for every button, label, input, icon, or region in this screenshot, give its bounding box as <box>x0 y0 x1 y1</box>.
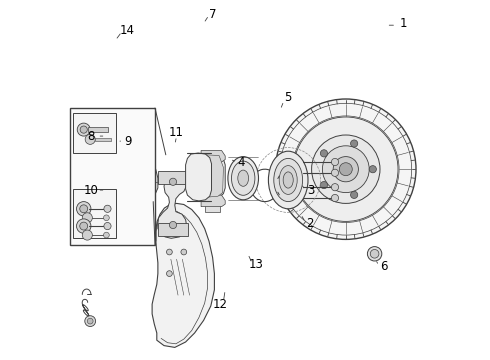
Text: 6: 6 <box>380 260 388 273</box>
Ellipse shape <box>283 172 293 188</box>
Circle shape <box>85 134 95 144</box>
Ellipse shape <box>231 161 255 195</box>
Circle shape <box>170 178 176 185</box>
Circle shape <box>350 140 358 147</box>
Circle shape <box>103 215 109 221</box>
Ellipse shape <box>238 170 248 186</box>
Circle shape <box>76 202 91 216</box>
Circle shape <box>82 213 92 223</box>
Text: 12: 12 <box>213 298 228 311</box>
Circle shape <box>294 117 398 221</box>
Circle shape <box>77 123 90 136</box>
Bar <box>88 127 108 132</box>
Text: 10: 10 <box>83 184 98 197</box>
Ellipse shape <box>228 157 259 200</box>
Circle shape <box>113 159 122 168</box>
Polygon shape <box>205 155 223 197</box>
Circle shape <box>350 191 358 198</box>
Circle shape <box>368 247 382 261</box>
Circle shape <box>113 193 122 202</box>
Polygon shape <box>158 171 188 184</box>
Polygon shape <box>198 154 225 199</box>
Polygon shape <box>201 195 225 207</box>
Polygon shape <box>120 158 158 204</box>
Text: 13: 13 <box>248 258 263 271</box>
Circle shape <box>80 126 87 133</box>
Polygon shape <box>201 150 225 162</box>
Polygon shape <box>152 203 215 347</box>
Ellipse shape <box>274 158 303 202</box>
Circle shape <box>103 232 109 238</box>
Circle shape <box>312 135 380 203</box>
Circle shape <box>320 181 327 189</box>
Circle shape <box>320 150 327 157</box>
Circle shape <box>80 222 88 230</box>
Text: 11: 11 <box>169 126 184 139</box>
Ellipse shape <box>269 151 308 209</box>
Circle shape <box>123 172 133 181</box>
Circle shape <box>331 158 339 166</box>
Bar <box>73 189 116 238</box>
Polygon shape <box>186 153 212 201</box>
Circle shape <box>104 205 111 212</box>
Circle shape <box>369 166 376 173</box>
Bar <box>71 108 155 245</box>
Circle shape <box>138 172 147 181</box>
Circle shape <box>331 169 339 176</box>
Circle shape <box>80 205 88 213</box>
Circle shape <box>120 168 136 184</box>
Circle shape <box>333 157 358 182</box>
Circle shape <box>85 316 96 327</box>
Circle shape <box>370 249 379 258</box>
Text: 7: 7 <box>209 8 217 21</box>
Text: 14: 14 <box>120 24 134 37</box>
Polygon shape <box>158 223 188 236</box>
Bar <box>95 138 111 141</box>
Text: 2: 2 <box>306 217 314 230</box>
Circle shape <box>76 219 91 233</box>
Circle shape <box>339 163 352 176</box>
Text: 4: 4 <box>238 156 245 169</box>
Circle shape <box>331 194 339 202</box>
Circle shape <box>322 146 369 193</box>
Circle shape <box>104 222 111 230</box>
Circle shape <box>331 184 339 191</box>
Bar <box>205 202 220 212</box>
Text: 9: 9 <box>124 135 132 148</box>
Bar <box>73 113 116 153</box>
Circle shape <box>82 230 92 240</box>
Polygon shape <box>158 175 187 238</box>
Circle shape <box>170 221 176 229</box>
Circle shape <box>275 99 416 239</box>
Circle shape <box>167 271 172 276</box>
Text: 8: 8 <box>87 130 95 143</box>
Ellipse shape <box>279 166 297 194</box>
Text: 3: 3 <box>307 184 314 197</box>
Circle shape <box>181 249 187 255</box>
Text: 5: 5 <box>284 91 291 104</box>
Circle shape <box>167 249 172 255</box>
Circle shape <box>87 318 93 324</box>
Circle shape <box>134 168 150 184</box>
Text: 1: 1 <box>400 17 407 30</box>
